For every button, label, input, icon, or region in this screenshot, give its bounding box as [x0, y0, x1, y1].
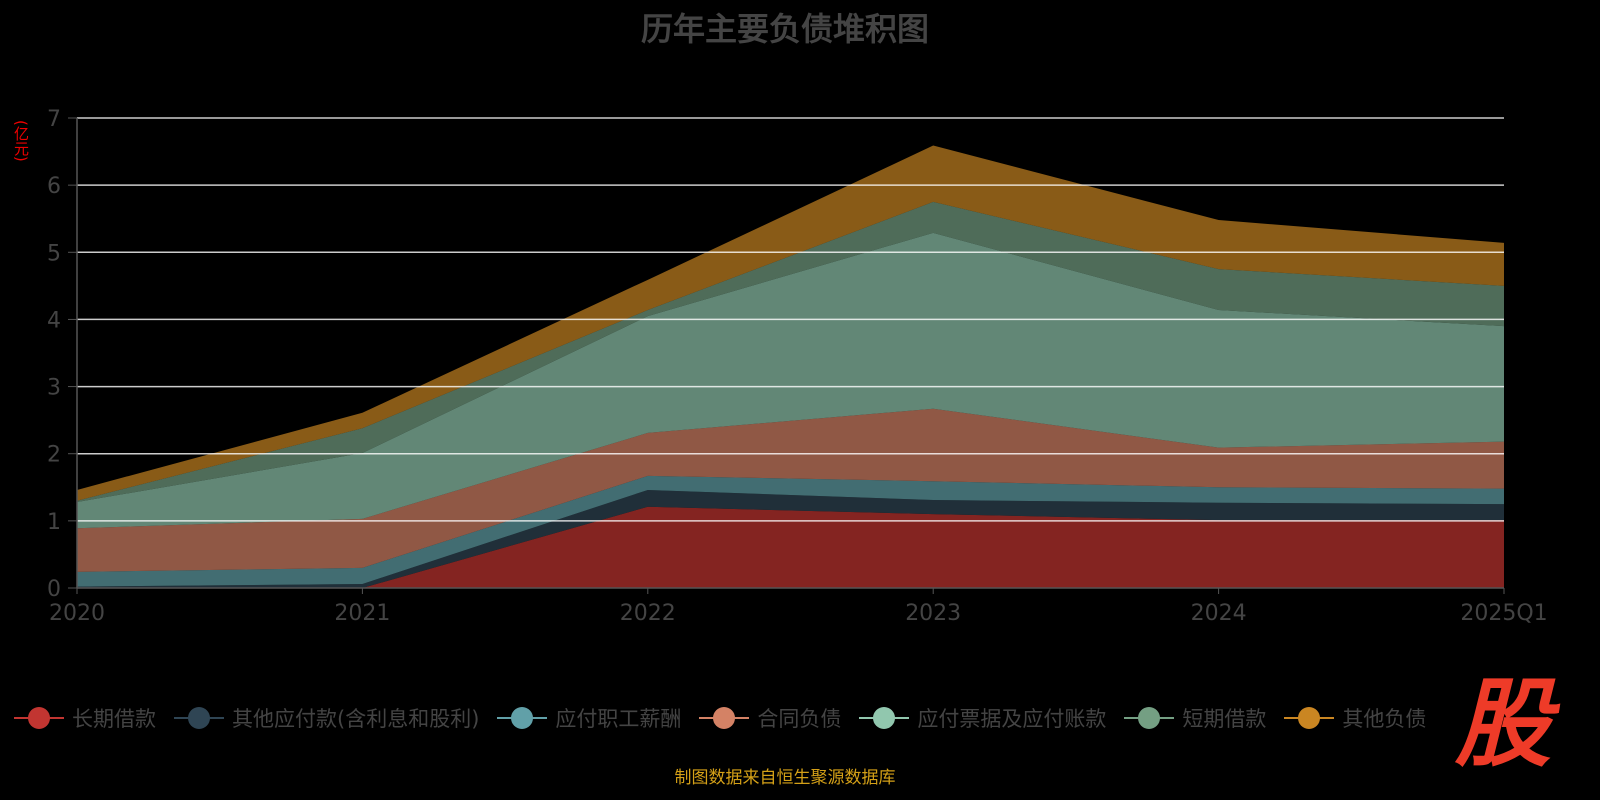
x-tick-label: 2025Q1 — [1460, 601, 1547, 626]
y-tick-label: 5 — [47, 241, 61, 266]
x-tick-label: 2024 — [1191, 601, 1247, 626]
area-series-5 — [77, 201, 1504, 503]
area-series-2 — [77, 475, 1504, 587]
y-tick-label: 6 — [47, 174, 61, 199]
legend-label: 其他应付款(含利息和股利) — [232, 707, 480, 731]
chart-title: 历年主要负债堆积图 — [640, 10, 929, 48]
legend-item[interactable]: 其他负债 — [1284, 703, 1426, 733]
legend-label: 合同负债 — [757, 707, 842, 731]
logo: 股 — [1455, 668, 1551, 780]
y-axis-unit: (亿元) — [12, 120, 30, 162]
x-tick-label: 2022 — [620, 601, 676, 626]
legend-label: 其他负债 — [1342, 707, 1427, 731]
y-tick-label: 3 — [47, 376, 61, 401]
legend-label: 长期借款 — [72, 707, 156, 731]
area-series-0 — [77, 506, 1504, 588]
legend-item[interactable]: 短期借款 — [1124, 703, 1266, 733]
legend-label: 应付票据及应付账款 — [917, 707, 1107, 731]
legend-item[interactable]: 其他应付款(含利息和股利) — [174, 703, 479, 733]
area-series-1 — [77, 489, 1504, 588]
y-tick-label: 2 — [47, 443, 61, 468]
legend-marker-icon — [859, 707, 910, 729]
y-tick-label: 0 — [47, 577, 61, 602]
legend-label: 应付职工薪酬 — [555, 707, 682, 731]
data-source-footer: 制图数据来自恒生聚源数据库 — [674, 768, 896, 788]
x-tick-label: 2023 — [905, 601, 961, 626]
legend-marker-icon — [174, 707, 224, 729]
y-tick-label: 1 — [47, 510, 61, 535]
stacked-area-chart: 0 1 2 3 4 5 6 7 2020 2021 2022 2023 2024 2025Q1 — [47, 107, 1548, 626]
y-tick-label: 4 — [47, 308, 61, 333]
legend-marker-icon — [497, 707, 548, 729]
x-tick-label: 2020 — [49, 601, 105, 626]
x-tick-label: 2021 — [334, 601, 390, 626]
area-series-3 — [77, 408, 1504, 572]
legend-item[interactable]: 应付职工薪酬 — [497, 703, 681, 733]
legend-label: 短期借款 — [1182, 707, 1267, 731]
legend-marker-icon — [14, 707, 64, 729]
legend-item[interactable]: 应付票据及应付账款 — [859, 703, 1106, 733]
legend-marker-icon — [1124, 707, 1175, 729]
legend-marker-icon — [699, 707, 750, 729]
legend-item[interactable]: 合同负债 — [699, 703, 841, 733]
legend-item[interactable]: 长期借款 — [14, 703, 156, 733]
y-tick-label: 7 — [47, 107, 61, 132]
legend: 长期借款 其他应付款(含利息和股利) 应付职工薪酬 合同负债 应付票据及应付账款 短期借款… — [14, 703, 1426, 733]
area-series-6 — [77, 145, 1504, 501]
legend-marker-icon — [1284, 707, 1335, 729]
